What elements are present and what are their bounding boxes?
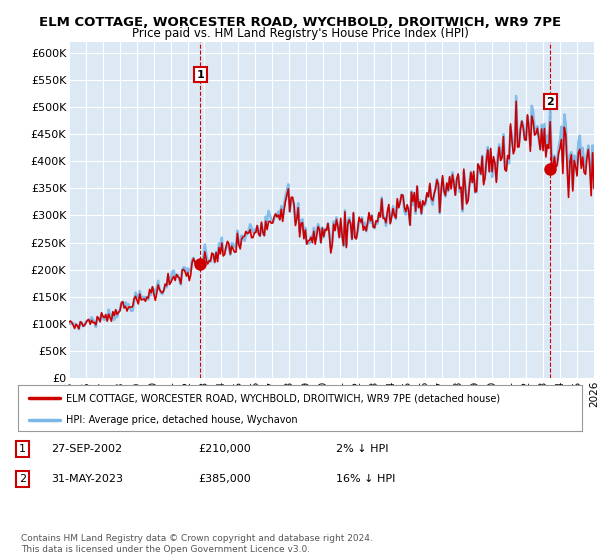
Text: £385,000: £385,000 bbox=[198, 474, 251, 484]
Text: 31-MAY-2023: 31-MAY-2023 bbox=[51, 474, 123, 484]
Text: ELM COTTAGE, WORCESTER ROAD, WYCHBOLD, DROITWICH, WR9 7PE: ELM COTTAGE, WORCESTER ROAD, WYCHBOLD, D… bbox=[39, 16, 561, 29]
Text: 1: 1 bbox=[196, 69, 204, 80]
Text: Contains HM Land Registry data © Crown copyright and database right 2024.
This d: Contains HM Land Registry data © Crown c… bbox=[21, 534, 373, 554]
Text: 27-SEP-2002: 27-SEP-2002 bbox=[51, 444, 122, 454]
Text: Price paid vs. HM Land Registry's House Price Index (HPI): Price paid vs. HM Land Registry's House … bbox=[131, 27, 469, 40]
Text: ELM COTTAGE, WORCESTER ROAD, WYCHBOLD, DROITWICH, WR9 7PE (detached house): ELM COTTAGE, WORCESTER ROAD, WYCHBOLD, D… bbox=[66, 393, 500, 403]
Text: 2% ↓ HPI: 2% ↓ HPI bbox=[336, 444, 389, 454]
Text: 16% ↓ HPI: 16% ↓ HPI bbox=[336, 474, 395, 484]
Text: 1: 1 bbox=[19, 444, 26, 454]
Text: 2: 2 bbox=[19, 474, 26, 484]
Text: £210,000: £210,000 bbox=[198, 444, 251, 454]
Text: 2: 2 bbox=[547, 97, 554, 106]
Text: HPI: Average price, detached house, Wychavon: HPI: Average price, detached house, Wych… bbox=[66, 415, 298, 425]
